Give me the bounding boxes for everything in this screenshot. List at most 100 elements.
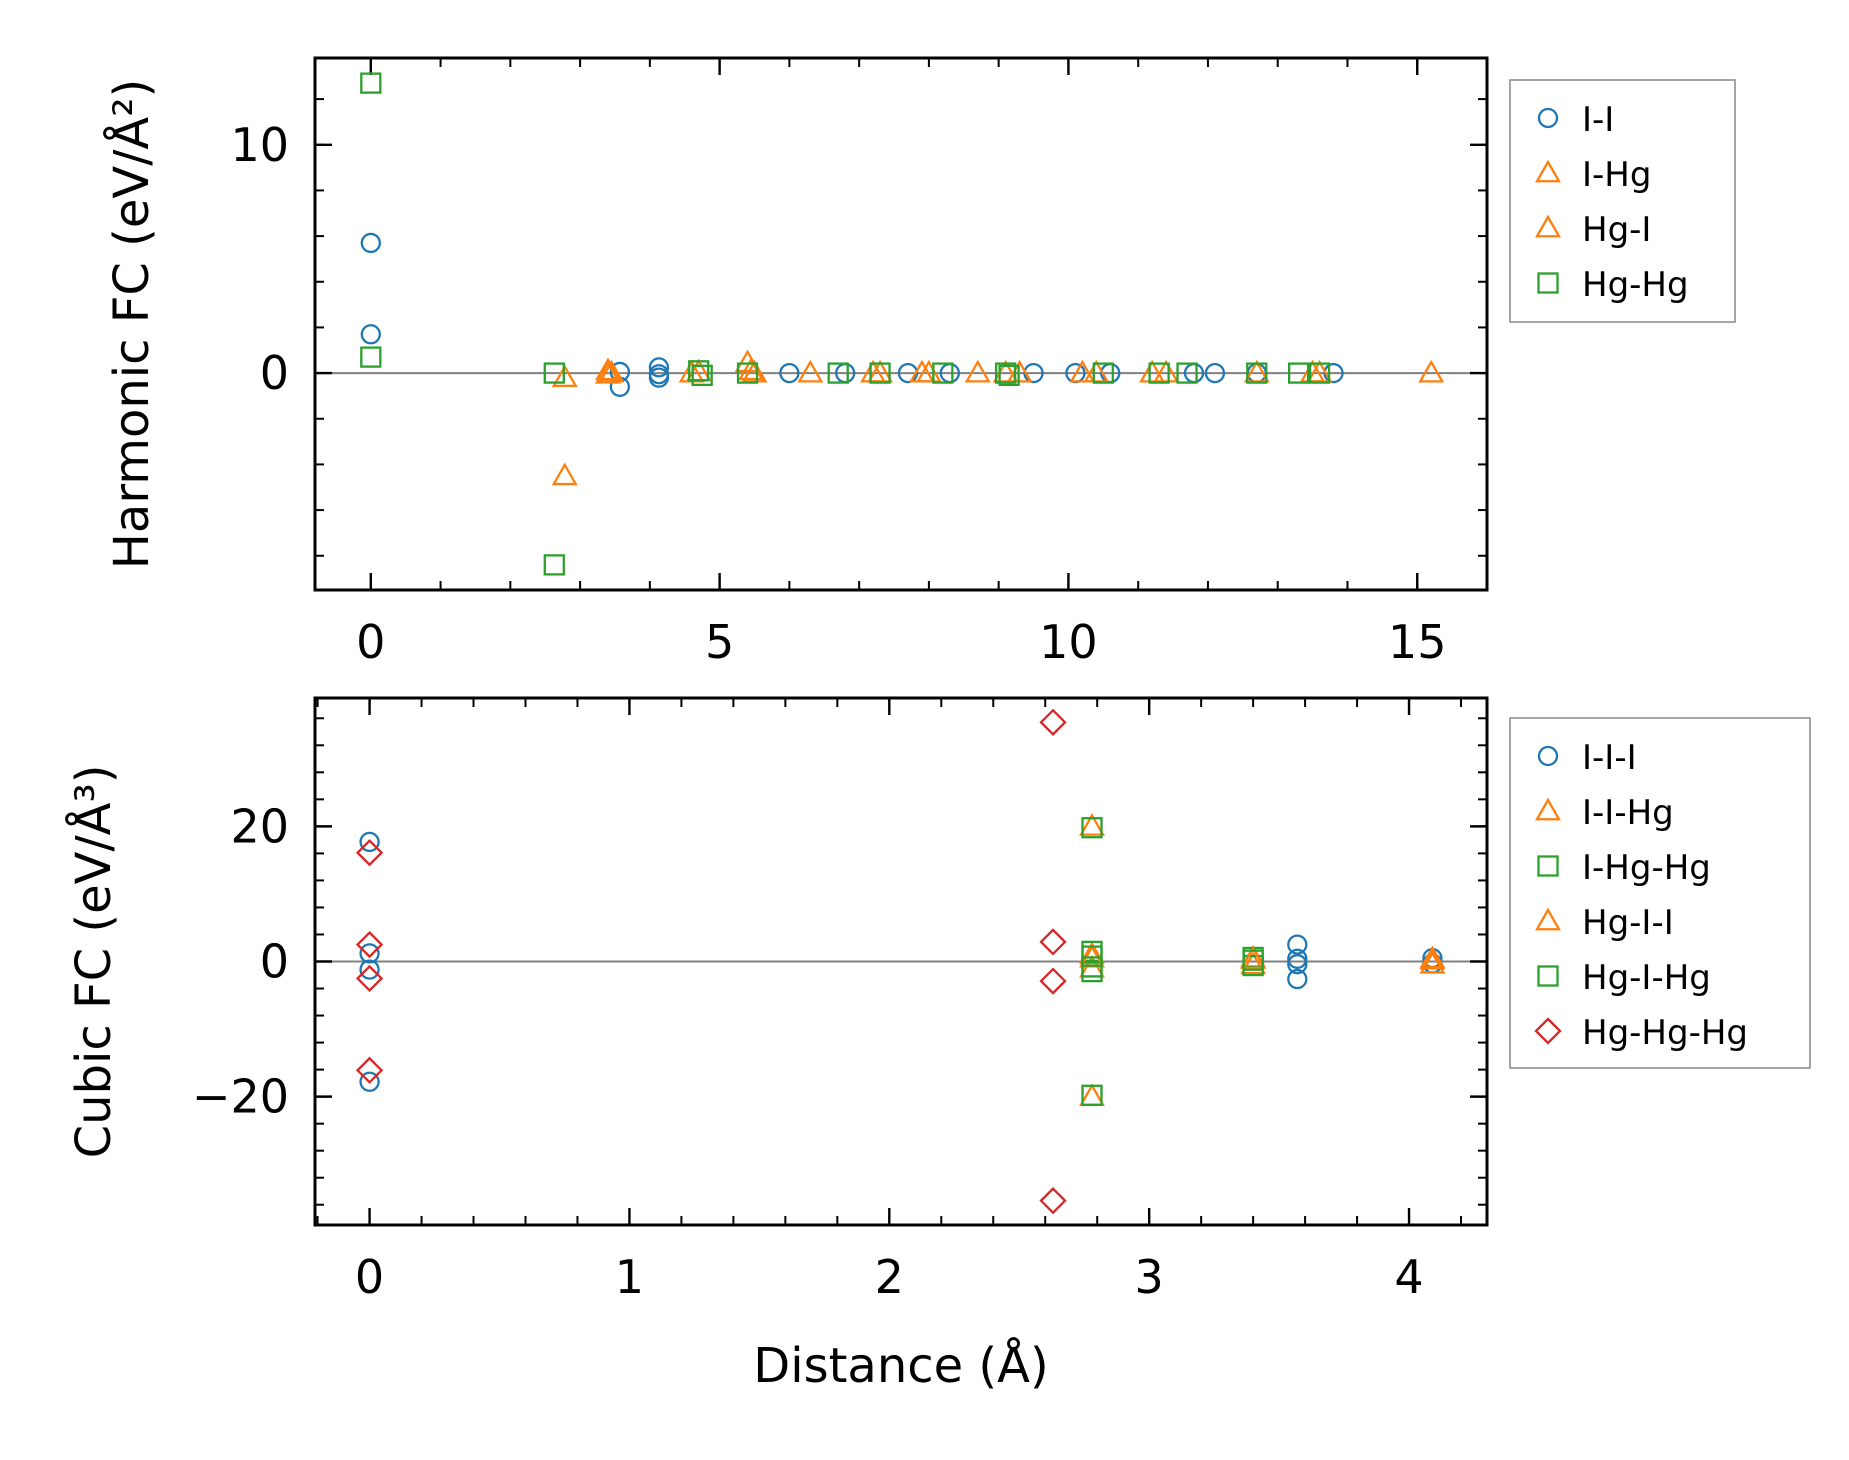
- legend-frame: [1509, 79, 1736, 323]
- data-point: [691, 364, 713, 387]
- data-point: [827, 362, 849, 384]
- data-point: [1081, 817, 1103, 839]
- x-tick-label: 2: [875, 1250, 904, 1304]
- data-point: [355, 964, 384, 993]
- data-point: [359, 1071, 380, 1092]
- y-tick-label: −20: [192, 1070, 289, 1124]
- data-point: [543, 362, 565, 384]
- plot-frame: [313, 696, 1489, 1227]
- data-point: [897, 362, 919, 384]
- data-point: [360, 72, 382, 94]
- legend: I-I I-Hg Hg-I Hg-Hg: [1509, 79, 1736, 323]
- data-point: [360, 232, 381, 254]
- legend-marker: [1534, 1017, 1562, 1045]
- data-point: [998, 364, 1020, 387]
- plot-frame: [313, 56, 1489, 592]
- cubic-fc-panel: 0 1 2 3 4 −20 0 20 Cubic FC (eV/Å³) Distance (Å) I…: [65, 696, 1811, 1394]
- data-point: [736, 362, 759, 384]
- y-axis-label: Harmonic FC (eV/Å²): [103, 79, 160, 569]
- legend-label: I-Hg-Hg: [1582, 848, 1711, 888]
- y-axis-label: Cubic FC (eV/Å³): [65, 765, 122, 1159]
- series-hg-i-hg: [1081, 945, 1264, 978]
- legend-label: Hg-I-I: [1582, 903, 1674, 943]
- legend-label: I-I-I: [1582, 738, 1637, 778]
- data-point: [595, 357, 621, 381]
- legend-label: Hg-I-Hg: [1582, 958, 1711, 998]
- legend-marker: [1535, 214, 1561, 238]
- data-point: [1079, 1083, 1105, 1107]
- legend-frame: [1509, 717, 1811, 1069]
- data-point: [1039, 928, 1067, 956]
- data-point: [1204, 362, 1226, 384]
- data-point: [598, 359, 625, 383]
- y-tick-label: 20: [230, 799, 289, 853]
- legend-label: I-Hg: [1582, 155, 1651, 195]
- series-i-hg: [551, 349, 1445, 486]
- legend-label: Hg-Hg-Hg: [1582, 1013, 1748, 1053]
- legend-label: I-I: [1582, 100, 1614, 140]
- data-point: [360, 324, 381, 345]
- data-point: [1419, 950, 1446, 974]
- data-point: [1308, 362, 1331, 384]
- data-point: [779, 362, 800, 384]
- data-point: [1246, 362, 1268, 384]
- series-hg-hg-hg: [355, 708, 1067, 1215]
- legend-marker: [1535, 907, 1561, 931]
- data-point: [1419, 946, 1446, 970]
- legend-label: Hg-I: [1582, 210, 1651, 250]
- data-point: [1039, 1187, 1067, 1215]
- data-point: [1240, 951, 1267, 975]
- data-point: [1287, 934, 1308, 955]
- data-point: [1153, 359, 1180, 383]
- x-tick-label: 0: [355, 1250, 384, 1304]
- data-point: [1240, 946, 1267, 969]
- data-point: [1023, 362, 1044, 384]
- x-tick-label: 10: [1039, 615, 1098, 669]
- x-tick-label: 5: [705, 615, 734, 669]
- data-point: [551, 462, 578, 486]
- data-point: [1148, 362, 1170, 384]
- data-point: [1287, 954, 1308, 975]
- series-hg-hg: [360, 72, 1331, 576]
- data-point: [797, 359, 824, 383]
- data-point: [1139, 359, 1166, 383]
- x-tick-label: 0: [356, 615, 385, 669]
- data-point: [741, 359, 768, 383]
- data-point: [1081, 945, 1103, 967]
- y-tick-label: 0: [260, 935, 289, 989]
- data-point: [355, 839, 384, 867]
- legend-marker: [1537, 272, 1559, 294]
- data-point: [688, 360, 710, 382]
- y-tick-label: 0: [260, 346, 289, 400]
- legend-marker: [1537, 965, 1559, 987]
- data-point: [1069, 359, 1096, 383]
- legend-marker: [1537, 107, 1559, 129]
- data-point: [359, 943, 380, 964]
- legend: I-I-I I-I-Hg I-Hg-Hg Hg-I-I Hg-I-Hg Hg-Hg-Hg: [1509, 717, 1811, 1069]
- data-point: [543, 554, 565, 576]
- data-point: [1418, 359, 1445, 383]
- x-tick-label: 1: [615, 1250, 644, 1304]
- legend-label: I-I-Hg: [1582, 793, 1674, 833]
- data-point: [1079, 813, 1105, 836]
- data-point: [1323, 362, 1344, 384]
- harmonic-fc-panel: 0 5 10 15 0 10 Harmonic FC (eV/Å²) I-I I-Hg Hg-I H…: [103, 56, 1736, 669]
- data-point: [1083, 359, 1110, 383]
- x-tick-label: 4: [1394, 1250, 1423, 1304]
- legend-marker: [1535, 797, 1561, 821]
- x-tick-label: 15: [1388, 615, 1447, 669]
- data-point: [648, 367, 670, 388]
- data-point: [355, 930, 384, 959]
- data-point: [964, 359, 991, 383]
- data-point: [1176, 362, 1198, 384]
- data-point: [1081, 1084, 1103, 1106]
- data-point: [994, 362, 1017, 384]
- data-point: [551, 364, 578, 388]
- data-point: [1081, 956, 1103, 978]
- data-point: [355, 1056, 384, 1084]
- legend-marker: [1537, 855, 1559, 877]
- data-point: [1243, 359, 1270, 383]
- data-point: [1039, 708, 1067, 736]
- y-tick-label: 10: [230, 118, 289, 172]
